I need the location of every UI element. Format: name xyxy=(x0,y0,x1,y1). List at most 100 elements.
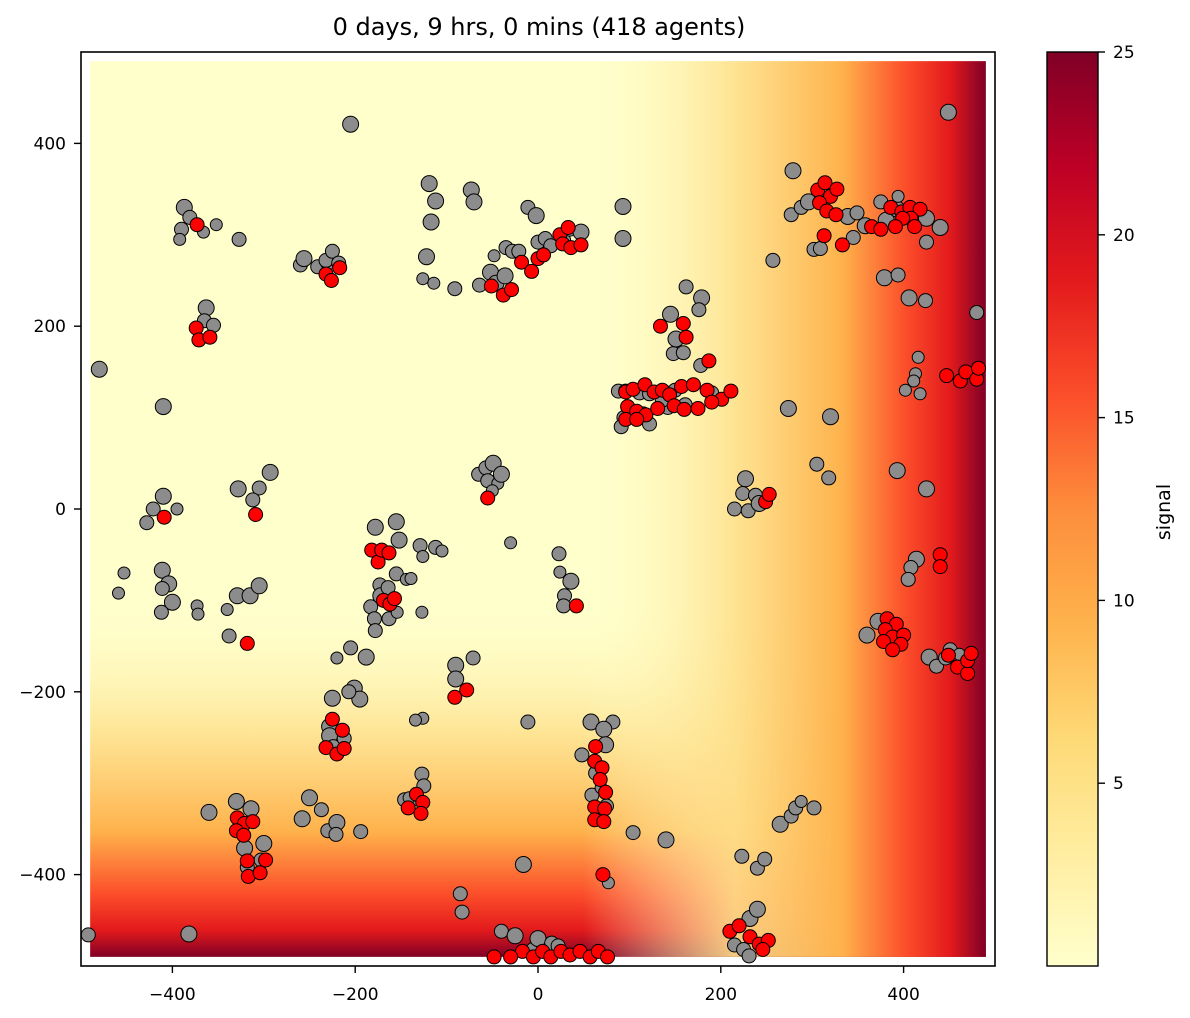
red-agent-point xyxy=(252,865,268,881)
gray-agent-point xyxy=(809,456,825,472)
gray-agent-point xyxy=(784,162,802,180)
gray-agent-point xyxy=(323,689,341,707)
gray-agent-point xyxy=(293,810,311,828)
red-agent-point xyxy=(413,805,429,821)
red-agent-point xyxy=(676,401,692,417)
colorbar-tick-label: 5 xyxy=(1113,774,1124,794)
red-agent-point xyxy=(387,591,402,607)
gray-agent-point xyxy=(231,231,247,247)
red-agent-point xyxy=(480,490,496,506)
red-agent-point xyxy=(597,801,613,817)
red-agent-point xyxy=(723,383,739,399)
red-agent-point xyxy=(400,800,416,816)
gray-agent-point xyxy=(229,480,247,498)
red-agent-point xyxy=(239,853,255,869)
gray-agent-point xyxy=(875,269,893,287)
colorbar-tick-label: 20 xyxy=(1113,226,1135,246)
red-agent-point xyxy=(685,377,701,393)
gray-agent-point xyxy=(771,815,789,833)
gray-agent-point xyxy=(614,198,632,215)
gray-agent-point xyxy=(737,470,754,488)
gray-agent-point xyxy=(422,213,440,231)
gray-agent-point xyxy=(353,824,369,840)
red-agent-point xyxy=(536,247,551,263)
red-agent-point xyxy=(568,598,584,614)
red-agent-point xyxy=(524,263,540,279)
gray-agent-point xyxy=(675,345,691,361)
red-agent-point xyxy=(690,401,706,416)
gray-agent-point xyxy=(447,670,465,688)
gray-agent-point xyxy=(913,387,927,401)
red-agent-point xyxy=(678,329,694,345)
gray-agent-point xyxy=(845,230,861,245)
gray-agent-point xyxy=(139,515,155,531)
gray-agent-point xyxy=(153,561,171,579)
gray-agent-point xyxy=(427,192,445,210)
red-agent-point xyxy=(156,509,172,525)
red-agent-point xyxy=(817,175,833,191)
red-agent-point xyxy=(761,486,777,502)
red-agent-point xyxy=(816,228,832,244)
gray-agent-point xyxy=(154,487,172,505)
red-agent-point xyxy=(704,394,720,410)
red-agent-point xyxy=(459,682,475,698)
gray-agent-point xyxy=(822,408,839,426)
red-agent-point xyxy=(248,507,264,522)
gray-agent-point xyxy=(387,513,405,531)
gray-agent-point xyxy=(900,571,916,587)
red-agent-point xyxy=(629,411,645,427)
gray-agent-point xyxy=(343,640,359,656)
red-agent-point xyxy=(334,722,350,738)
gray-agent-point xyxy=(154,398,172,416)
gray-agent-point xyxy=(691,302,707,318)
y-tick-label: 0 xyxy=(55,500,66,520)
gray-agent-point xyxy=(465,650,481,666)
gray-agent-point xyxy=(200,803,218,821)
gray-agent-point xyxy=(806,800,822,816)
red-agent-point xyxy=(592,772,608,787)
red-agent-point xyxy=(600,949,615,965)
gray-agent-point xyxy=(154,581,170,596)
red-agent-point xyxy=(236,827,252,843)
colorbar-label: signal xyxy=(1153,484,1175,540)
red-agent-point xyxy=(701,353,717,369)
gray-agent-point xyxy=(351,690,369,708)
red-agent-point xyxy=(258,852,274,868)
gray-agent-point xyxy=(748,900,766,918)
gray-agent-point xyxy=(324,243,340,259)
gray-agent-point xyxy=(416,550,430,563)
gray-agent-point xyxy=(553,565,567,579)
red-agent-point xyxy=(202,329,218,345)
gray-agent-point xyxy=(180,925,198,943)
x-tick-label: 200 xyxy=(705,985,737,1005)
red-agent-point xyxy=(939,368,955,384)
gray-agent-point xyxy=(357,648,375,666)
gray-agent-point xyxy=(328,826,344,842)
red-agent-point xyxy=(447,689,463,705)
x-axis: −400 −200 0 200 400 xyxy=(149,966,920,1005)
gray-agent-point xyxy=(415,605,429,619)
gray-agent-point xyxy=(888,462,906,480)
gray-agent-point xyxy=(255,835,273,852)
gray-agent-point xyxy=(295,250,313,268)
red-agent-point xyxy=(675,316,691,331)
gray-agent-point xyxy=(931,219,949,236)
red-agent-point xyxy=(653,318,668,334)
gray-agent-point xyxy=(465,193,483,211)
gray-agent-point xyxy=(313,802,329,818)
red-agent-point xyxy=(573,237,589,253)
gray-agent-point xyxy=(735,486,751,501)
gray-agent-point xyxy=(556,598,572,614)
colorbar-body xyxy=(1046,51,1099,967)
red-agent-point xyxy=(912,201,928,217)
colorbar-ticks: 5 10 15 20 25 xyxy=(1098,43,1135,794)
gray-agent-point xyxy=(527,207,545,225)
gray-agent-point xyxy=(907,374,921,388)
red-agent-point xyxy=(650,401,666,416)
red-agent-point xyxy=(486,949,502,965)
gray-agent-point xyxy=(506,927,524,945)
gray-agent-point xyxy=(170,502,184,516)
gray-agent-point xyxy=(614,230,632,247)
gray-agent-point xyxy=(454,904,470,920)
red-agent-point xyxy=(755,942,771,957)
